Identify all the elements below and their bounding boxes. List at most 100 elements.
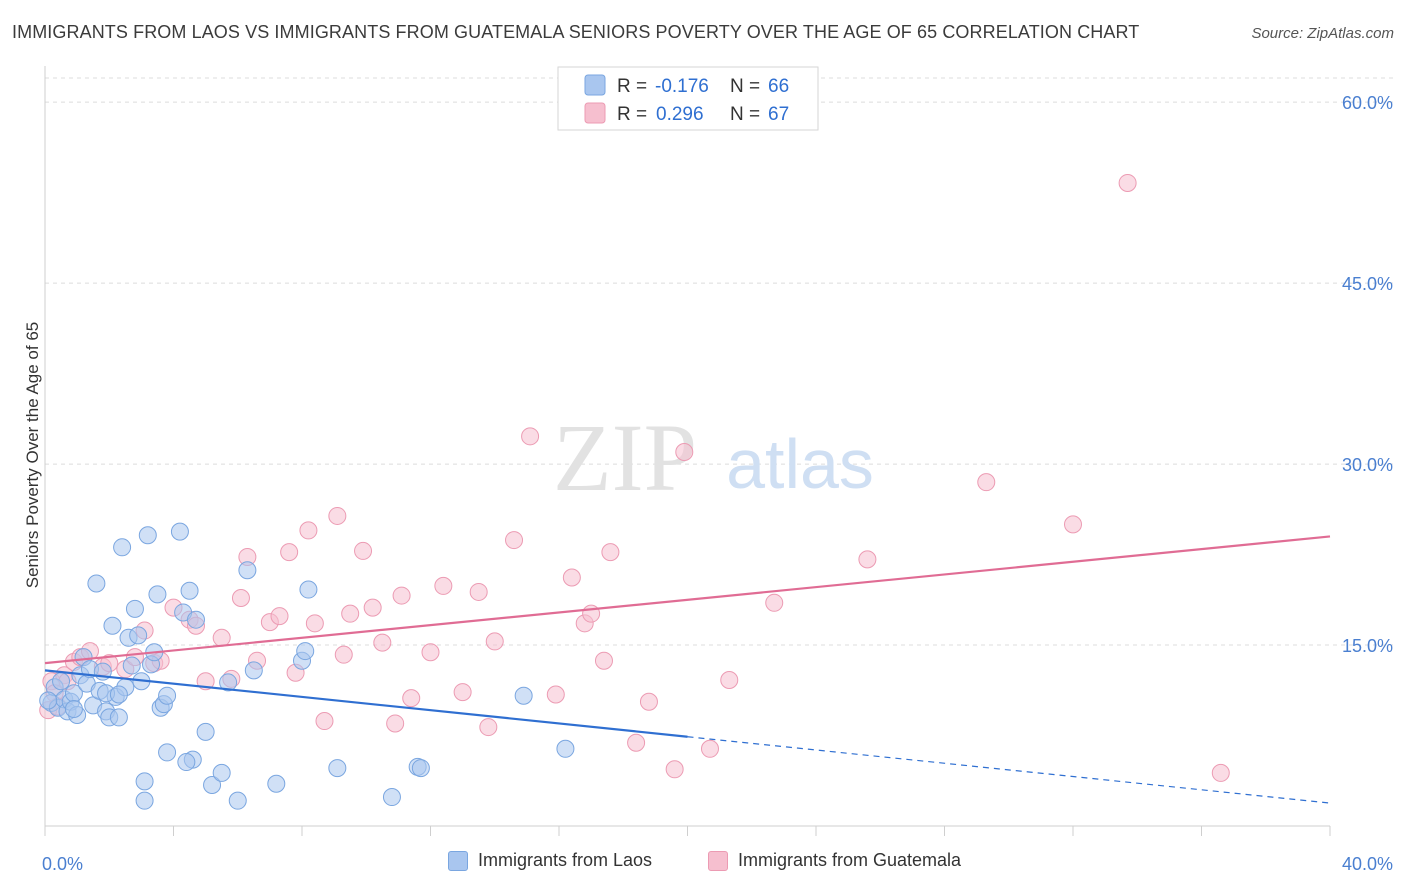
data-point-laos xyxy=(109,708,128,727)
data-point-laos xyxy=(103,616,122,635)
data-point-guatemala xyxy=(386,714,405,733)
x-tick-label: 0.0% xyxy=(42,854,83,874)
y-tick-label: 15.0% xyxy=(1342,636,1393,656)
data-point-laos xyxy=(158,743,177,762)
y-tick-label: 30.0% xyxy=(1342,455,1393,475)
legend-swatch-guatemala xyxy=(584,102,606,124)
legend-laos-r-value: -0.176 xyxy=(655,76,709,97)
data-point-laos xyxy=(129,626,148,645)
source-label: Source: ZipAtlas.com xyxy=(1251,25,1394,42)
legend-guat-r-label: R = xyxy=(617,104,647,125)
data-point-guatemala xyxy=(858,550,877,569)
legend-laos-n-label: N = xyxy=(730,76,760,97)
bottom-legend-laos: Immigrants from Laos xyxy=(448,850,652,871)
data-point-guatemala xyxy=(594,651,613,670)
tick-labels: 15.0% 30.0% 45.0% 60.0% 0.0% 40.0% xyxy=(42,93,1393,874)
data-point-laos xyxy=(196,722,215,741)
data-point-laos xyxy=(122,656,141,675)
data-point-guatemala xyxy=(421,643,440,662)
data-point-guatemala xyxy=(363,598,382,617)
bottom-legend-guatemala: Immigrants from Guatemala xyxy=(708,850,961,871)
legend-laos-r-label: R = xyxy=(617,76,647,97)
legend-swatch-laos xyxy=(584,74,606,96)
data-point-laos xyxy=(186,610,205,629)
data-point-guatemala xyxy=(231,588,250,607)
data-point-guatemala xyxy=(341,604,360,623)
data-point-laos xyxy=(219,673,238,692)
data-point-laos xyxy=(148,585,167,604)
data-point-guatemala xyxy=(601,543,620,562)
data-point-laos xyxy=(87,574,106,593)
x-tick-label: 40.0% xyxy=(1342,854,1393,874)
data-point-laos xyxy=(180,581,199,600)
data-point-guatemala xyxy=(469,582,488,601)
data-point-laos xyxy=(64,699,83,718)
data-point-laos xyxy=(125,599,144,618)
data-point-guatemala xyxy=(328,506,347,525)
data-point-guatemala xyxy=(315,712,334,731)
data-point-guatemala xyxy=(402,689,421,708)
legend-laos-n-value: 66 xyxy=(768,76,789,97)
data-point-laos xyxy=(135,772,154,791)
bottom-legend-swatch-laos xyxy=(448,850,468,871)
data-point-guatemala xyxy=(639,692,658,711)
data-point-guatemala xyxy=(720,671,739,690)
data-point-laos xyxy=(382,788,401,807)
data-point-guatemala xyxy=(479,718,498,737)
data-point-laos xyxy=(113,538,132,557)
data-point-guatemala xyxy=(505,531,524,550)
y-tick-label: 45.0% xyxy=(1342,274,1393,294)
data-point-guatemala xyxy=(546,685,565,704)
data-point-laos xyxy=(203,775,222,794)
trend-line-guatemala xyxy=(44,535,1331,665)
data-point-laos xyxy=(556,739,575,758)
bottom-legend-label-guatemala: Immigrants from Guatemala xyxy=(738,850,962,870)
data-point-guatemala xyxy=(765,593,784,612)
data-point-guatemala xyxy=(305,614,324,633)
data-point-guatemala xyxy=(392,586,411,605)
legend-guat-n-value: 67 xyxy=(768,104,789,125)
data-point-laos xyxy=(411,759,430,778)
data-point-laos xyxy=(244,661,263,680)
data-point-laos xyxy=(135,791,154,810)
watermark-atlas: atlas xyxy=(726,425,874,503)
data-point-laos xyxy=(299,580,318,599)
data-point-laos xyxy=(177,753,196,772)
watermark: ZIP atlas xyxy=(553,404,874,511)
data-point-laos xyxy=(52,672,71,691)
bottom-legend-swatch-guatemala xyxy=(708,850,728,871)
data-point-laos xyxy=(267,774,286,793)
data-point-guatemala xyxy=(1064,515,1082,534)
bottom-legend: Immigrants from Laos Immigrants from Gua… xyxy=(0,850,1406,880)
data-point-laos xyxy=(170,522,189,541)
data-point-laos xyxy=(39,691,58,710)
data-point-guatemala xyxy=(212,628,231,647)
bottom-legend-label-laos: Immigrants from Laos xyxy=(478,850,653,870)
data-point-guatemala xyxy=(675,443,694,461)
data-point-guatemala xyxy=(280,543,299,562)
data-point-laos xyxy=(109,685,128,704)
data-point-guatemala xyxy=(453,683,472,702)
data-point-guatemala xyxy=(627,733,646,752)
legend-guat-r-value: 0.296 xyxy=(656,104,704,125)
data-point-guatemala xyxy=(354,541,373,560)
series-laos-points xyxy=(39,522,575,810)
y-tick-label: 60.0% xyxy=(1342,93,1393,113)
legend-box: R = -0.176 N = 66 R = 0.296 N = 67 xyxy=(557,66,819,131)
data-point-guatemala xyxy=(700,739,719,758)
data-point-guatemala xyxy=(434,576,453,595)
data-point-guatemala xyxy=(665,760,684,779)
data-point-laos xyxy=(138,526,157,545)
data-point-guatemala xyxy=(1211,763,1230,782)
data-point-laos xyxy=(296,642,315,661)
data-point-guatemala xyxy=(485,632,504,651)
data-point-guatemala xyxy=(373,633,392,652)
watermark-zip: ZIP xyxy=(553,404,697,511)
trend-lines xyxy=(44,535,1331,804)
data-point-laos xyxy=(228,791,247,810)
data-point-guatemala xyxy=(334,645,353,664)
data-point-guatemala xyxy=(562,568,581,587)
data-point-guatemala xyxy=(1118,173,1137,192)
trend-line-laos-extension xyxy=(687,736,1331,804)
